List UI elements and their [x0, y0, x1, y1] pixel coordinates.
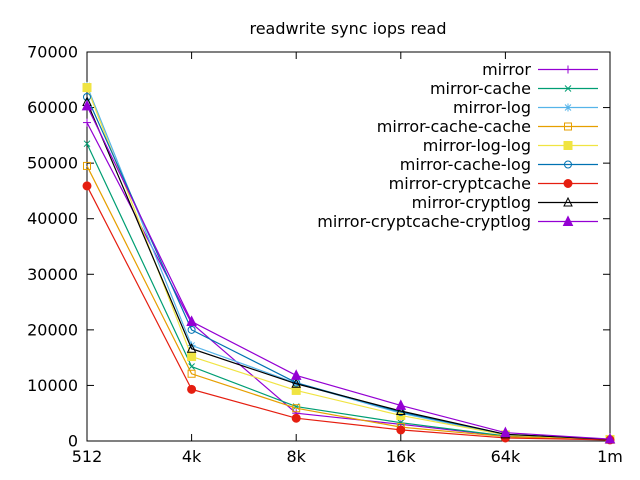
x-tick-label: 512: [72, 447, 103, 466]
marker-square-open: [292, 404, 301, 413]
legend-label-mirror-cache-cache: mirror-cache-cache: [377, 117, 531, 136]
marker-triangle-filled: [562, 215, 574, 226]
marker-triangle-open: [291, 378, 302, 388]
series-line-mirror-cryptlog: [86, 101, 611, 440]
marker-triangle-filled: [186, 315, 197, 327]
series-line-mirror-cryptcache-cryptlog: [86, 105, 611, 440]
marker-triangle-open: [186, 343, 197, 353]
marker-square-open: [187, 369, 196, 378]
y-tick-label: 40000: [27, 209, 78, 228]
marker-circle-filled: [563, 179, 573, 188]
y-tick-label: 60000: [27, 98, 78, 117]
marker-triangle-filled: [290, 369, 302, 380]
legend-label-mirror-log: mirror-log: [453, 98, 531, 117]
marker-triangle-open: [563, 196, 573, 207]
x-tick-label: 64k: [491, 447, 521, 466]
legend-label-mirror-cryptcache-cryptlog: mirror-cryptcache-cryptlog: [317, 212, 531, 231]
marker-circle-filled: [187, 384, 197, 394]
legend-label-mirror-cryptlog: mirror-cryptlog: [412, 193, 531, 212]
marker-circle-open: [564, 160, 572, 169]
y-tick-label: 20000: [27, 320, 78, 339]
chart-title: readwrite sync iops read: [249, 19, 446, 38]
legend-label-mirror-cache: mirror-cache: [430, 79, 531, 98]
marker-circle-filled: [396, 425, 406, 435]
marker-square-filled: [187, 352, 197, 362]
marker-circle-filled: [291, 413, 301, 423]
legend-label-mirror: mirror: [482, 60, 531, 79]
marker-square-open: [83, 161, 91, 170]
y-tick-label: 70000: [27, 43, 78, 62]
marker-plus: [83, 118, 91, 127]
y-tick-label: 0: [68, 432, 78, 451]
marker-triangle-filled: [395, 399, 407, 410]
y-tick-label: 50000: [27, 154, 78, 173]
series-line-mirror-log: [86, 85, 611, 441]
y-tick-label: 30000: [27, 265, 78, 284]
marker-asterisk: [564, 103, 572, 112]
x-tick-label: 1m: [597, 447, 623, 466]
series-line-mirror-cache-cache: [86, 165, 611, 441]
marker-triangle-filled: [500, 426, 511, 438]
legend-label-mirror-cache-log: mirror-cache-log: [400, 155, 531, 174]
marker-circle-filled: [82, 181, 92, 191]
plot-border: [86, 51, 611, 442]
x-tick-label: 8k: [286, 447, 306, 466]
legend-label-mirror-log-log: mirror-log-log: [423, 136, 531, 155]
marker-square-filled: [563, 141, 573, 150]
marker-triangle-filled: [81, 99, 93, 111]
series-line-mirror-log-log: [86, 87, 611, 441]
marker-cross: [564, 85, 572, 92]
marker-triangle-filled: [604, 432, 616, 444]
marker-triangle-open: [395, 405, 406, 415]
marker-cross: [397, 419, 405, 427]
series-line-mirror-cryptcache: [86, 185, 611, 441]
legend-label-mirror-cryptcache: mirror-cryptcache: [389, 174, 531, 193]
marker-square-filled: [82, 83, 92, 93]
marker-plus: [564, 65, 572, 74]
plot-area: 0 10000 20000 30000 40000 50000 60000 70000 512 4…: [27, 43, 623, 467]
series-line-mirror-cache: [86, 143, 611, 441]
x-tick-label: 16k: [386, 447, 416, 466]
marker-cross: [83, 140, 91, 148]
y-tick-label: 10000: [27, 376, 78, 395]
marker-circle-open: [187, 325, 196, 334]
marker-square-open: [564, 122, 572, 131]
x-tick-label: 4k: [182, 447, 202, 466]
